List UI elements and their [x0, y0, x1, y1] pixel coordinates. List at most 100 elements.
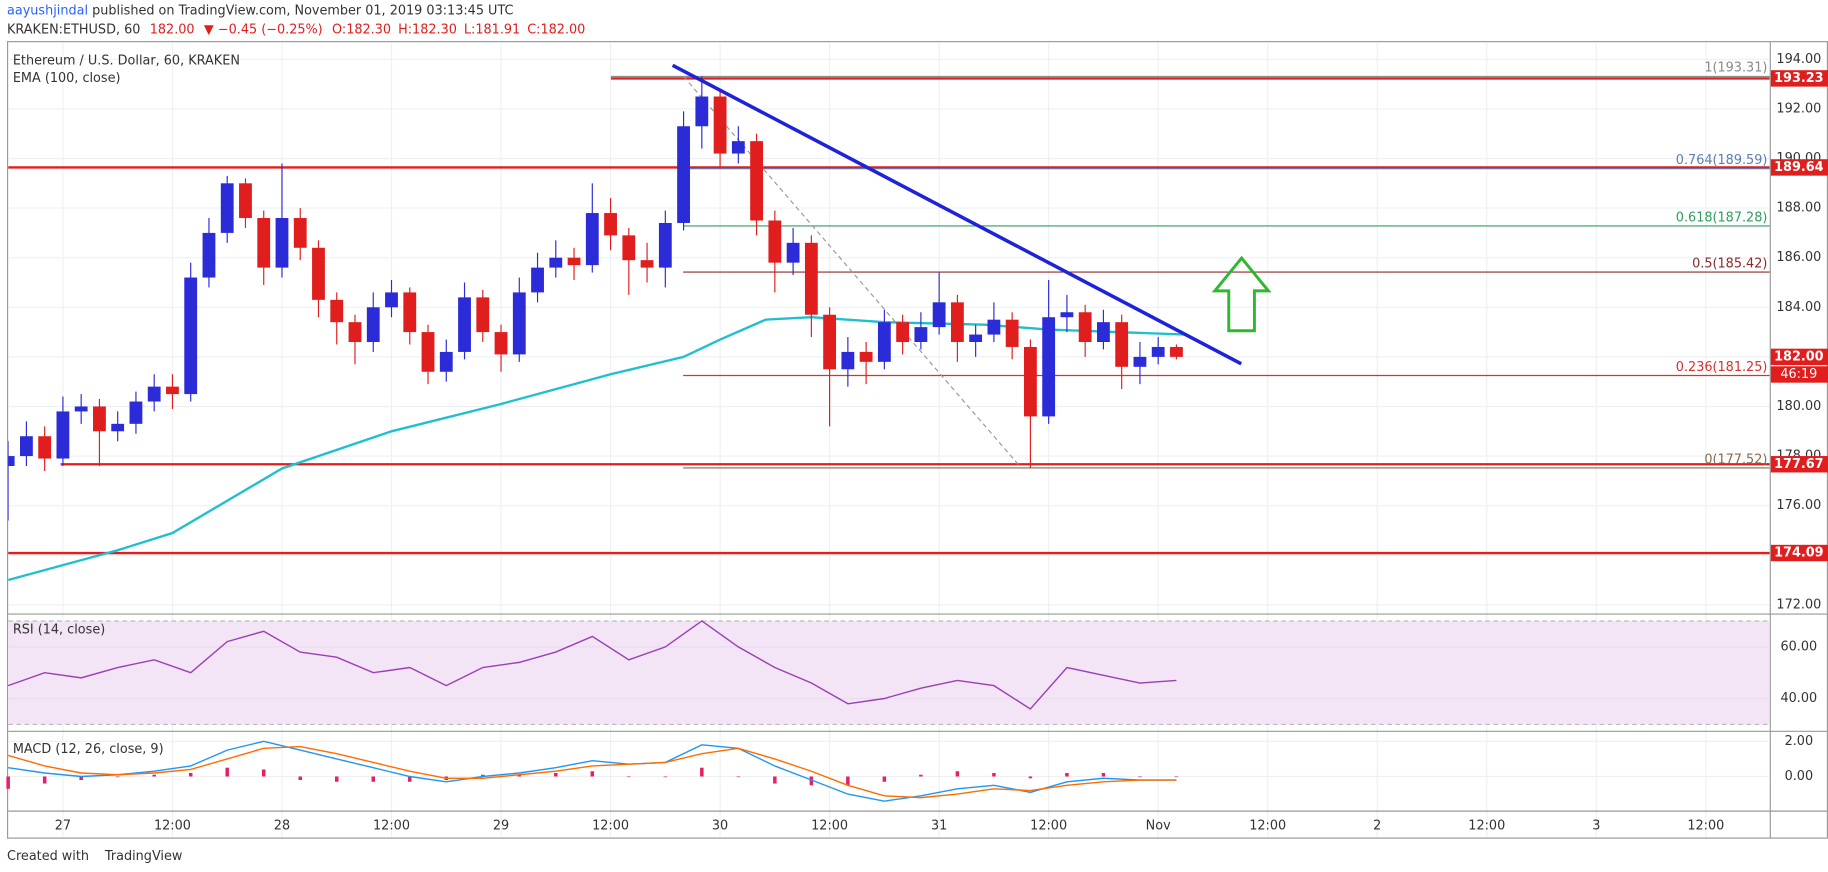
published: published on TradingView.com, November 0… [88, 3, 513, 18]
rsi-line [7, 620, 1177, 710]
y-tick-label: 180.00 [1776, 399, 1821, 414]
macd-histogram-bar [298, 776, 302, 781]
candle-body [531, 267, 544, 293]
candle-body [385, 292, 398, 308]
candle-body [8, 456, 15, 466]
fib-label: 0.618(187.28) [1676, 210, 1768, 225]
candle-body [786, 242, 800, 263]
candle-body [312, 247, 325, 300]
macd-histogram-bar [1174, 776, 1179, 778]
footer-created: Created with [7, 849, 89, 864]
macd-tick-label: 2.00 [1785, 734, 1814, 749]
candle-body [914, 327, 928, 343]
x-tick-label: 12:00 [592, 818, 629, 833]
macd-histogram-bar [1028, 776, 1033, 779]
footer-brand[interactable]: TradingView [104, 849, 182, 864]
candle-body [987, 319, 1001, 335]
countdown: 46:19 [1780, 367, 1817, 382]
x-tick-label: 27 [55, 818, 71, 833]
candle-body [585, 213, 599, 266]
frame [6, 41, 1828, 839]
candle-body [184, 277, 198, 395]
price-label-box [1770, 70, 1828, 87]
candle-body [439, 351, 453, 372]
candle-body [1170, 346, 1183, 357]
candle-body [1078, 312, 1092, 343]
macd-title: MACD (12, 26, close, 9) [13, 742, 164, 757]
last-price-box [1770, 348, 1828, 366]
candle-body [129, 401, 143, 424]
macd-histogram-bar [882, 776, 887, 782]
candle-body [859, 351, 873, 362]
macd-histogram-bar [152, 774, 156, 777]
change: ▼ −0.45 (−0.25%) [204, 22, 323, 37]
candle-body [677, 126, 690, 223]
macd-histogram-bar [773, 776, 777, 784]
price-label-box [1770, 159, 1828, 176]
price-label: 177.67 [1774, 457, 1823, 472]
candle-body [366, 307, 380, 343]
candle-body [768, 220, 782, 263]
macd-histogram-bar [188, 772, 193, 777]
price-label: 193.23 [1774, 71, 1823, 86]
price-label-box [1770, 544, 1828, 562]
candle-body [1042, 317, 1056, 417]
candle-body [74, 406, 88, 412]
x-tick-label: 12:00 [154, 818, 191, 833]
candle-body [622, 235, 636, 261]
candle-body [823, 314, 837, 370]
macd-histogram-bar [1101, 772, 1106, 777]
price-label-box [1770, 456, 1828, 473]
x-tick-label: 12:00 [811, 818, 848, 833]
symbol: KRAKEN:ETHUSD, 60 [7, 22, 140, 37]
x-tick-label: 2 [1373, 818, 1381, 833]
candle-body [403, 292, 417, 333]
rsi-title: RSI (14, close) [13, 622, 105, 637]
fib-label: 0.764(189.59) [1676, 153, 1768, 168]
price: 182.00 [150, 22, 195, 37]
macd-tick-label: 0.00 [1785, 769, 1814, 784]
author[interactable]: aayushjindal [7, 3, 88, 18]
candle-body [56, 411, 70, 459]
macd-histogram-bar [846, 776, 850, 786]
fib-label: 0.236(181.25) [1676, 360, 1768, 375]
candle-body [640, 260, 654, 268]
candle-body [202, 232, 216, 278]
ema-legend: EMA (100, close) [13, 71, 121, 86]
plot-layer: 27 12:00 28 12:00 29 12:00 30 12:00 31 12:00 Nov 12… [6, 42, 1828, 838]
x-tick-label: 31 [931, 818, 947, 833]
low: L:181.91 [464, 22, 520, 37]
rsi-tick-label: 60.00 [1780, 639, 1817, 654]
macd-histogram-bar [225, 767, 229, 777]
macd-histogram-bar [79, 776, 83, 781]
fib-label: 0.5(185.42) [1692, 256, 1767, 271]
macd-histogram-bar [371, 776, 375, 782]
candle-body [877, 322, 891, 362]
candle-body [20, 436, 33, 457]
candle-body [93, 406, 106, 432]
macd-histogram-bar [115, 776, 120, 778]
macd-histogram-bar [261, 769, 266, 777]
macd-histogram-bar [481, 774, 485, 777]
symbol-line: KRAKEN:ETHUSD, 60 182.00 ▼ −0.45 (−0.25%) O… [7, 22, 585, 37]
candle-body [1005, 319, 1019, 347]
candle-body [1151, 346, 1165, 357]
y-tick-label: 192.00 [1776, 101, 1821, 116]
candle-body [512, 292, 526, 355]
macd-histogram-bar [517, 774, 522, 777]
macd-line [8, 740, 1177, 802]
last-price-label: 182.00 [1774, 349, 1824, 364]
x-tick-label: 12:00 [373, 818, 410, 833]
macd-histogram-bar [554, 772, 558, 777]
candle-body [549, 257, 563, 268]
x-tick-label: Nov [1146, 818, 1171, 833]
candle-body [1097, 322, 1110, 343]
candle-body [147, 386, 161, 402]
x-tick-label: 28 [274, 818, 290, 833]
macd-histogram-bar [334, 776, 339, 782]
chart-title: Ethereum / U.S. Dollar, 60, KRAKEN [13, 53, 240, 68]
candle-body [348, 322, 362, 343]
y-tick-label: 186.00 [1776, 250, 1821, 265]
